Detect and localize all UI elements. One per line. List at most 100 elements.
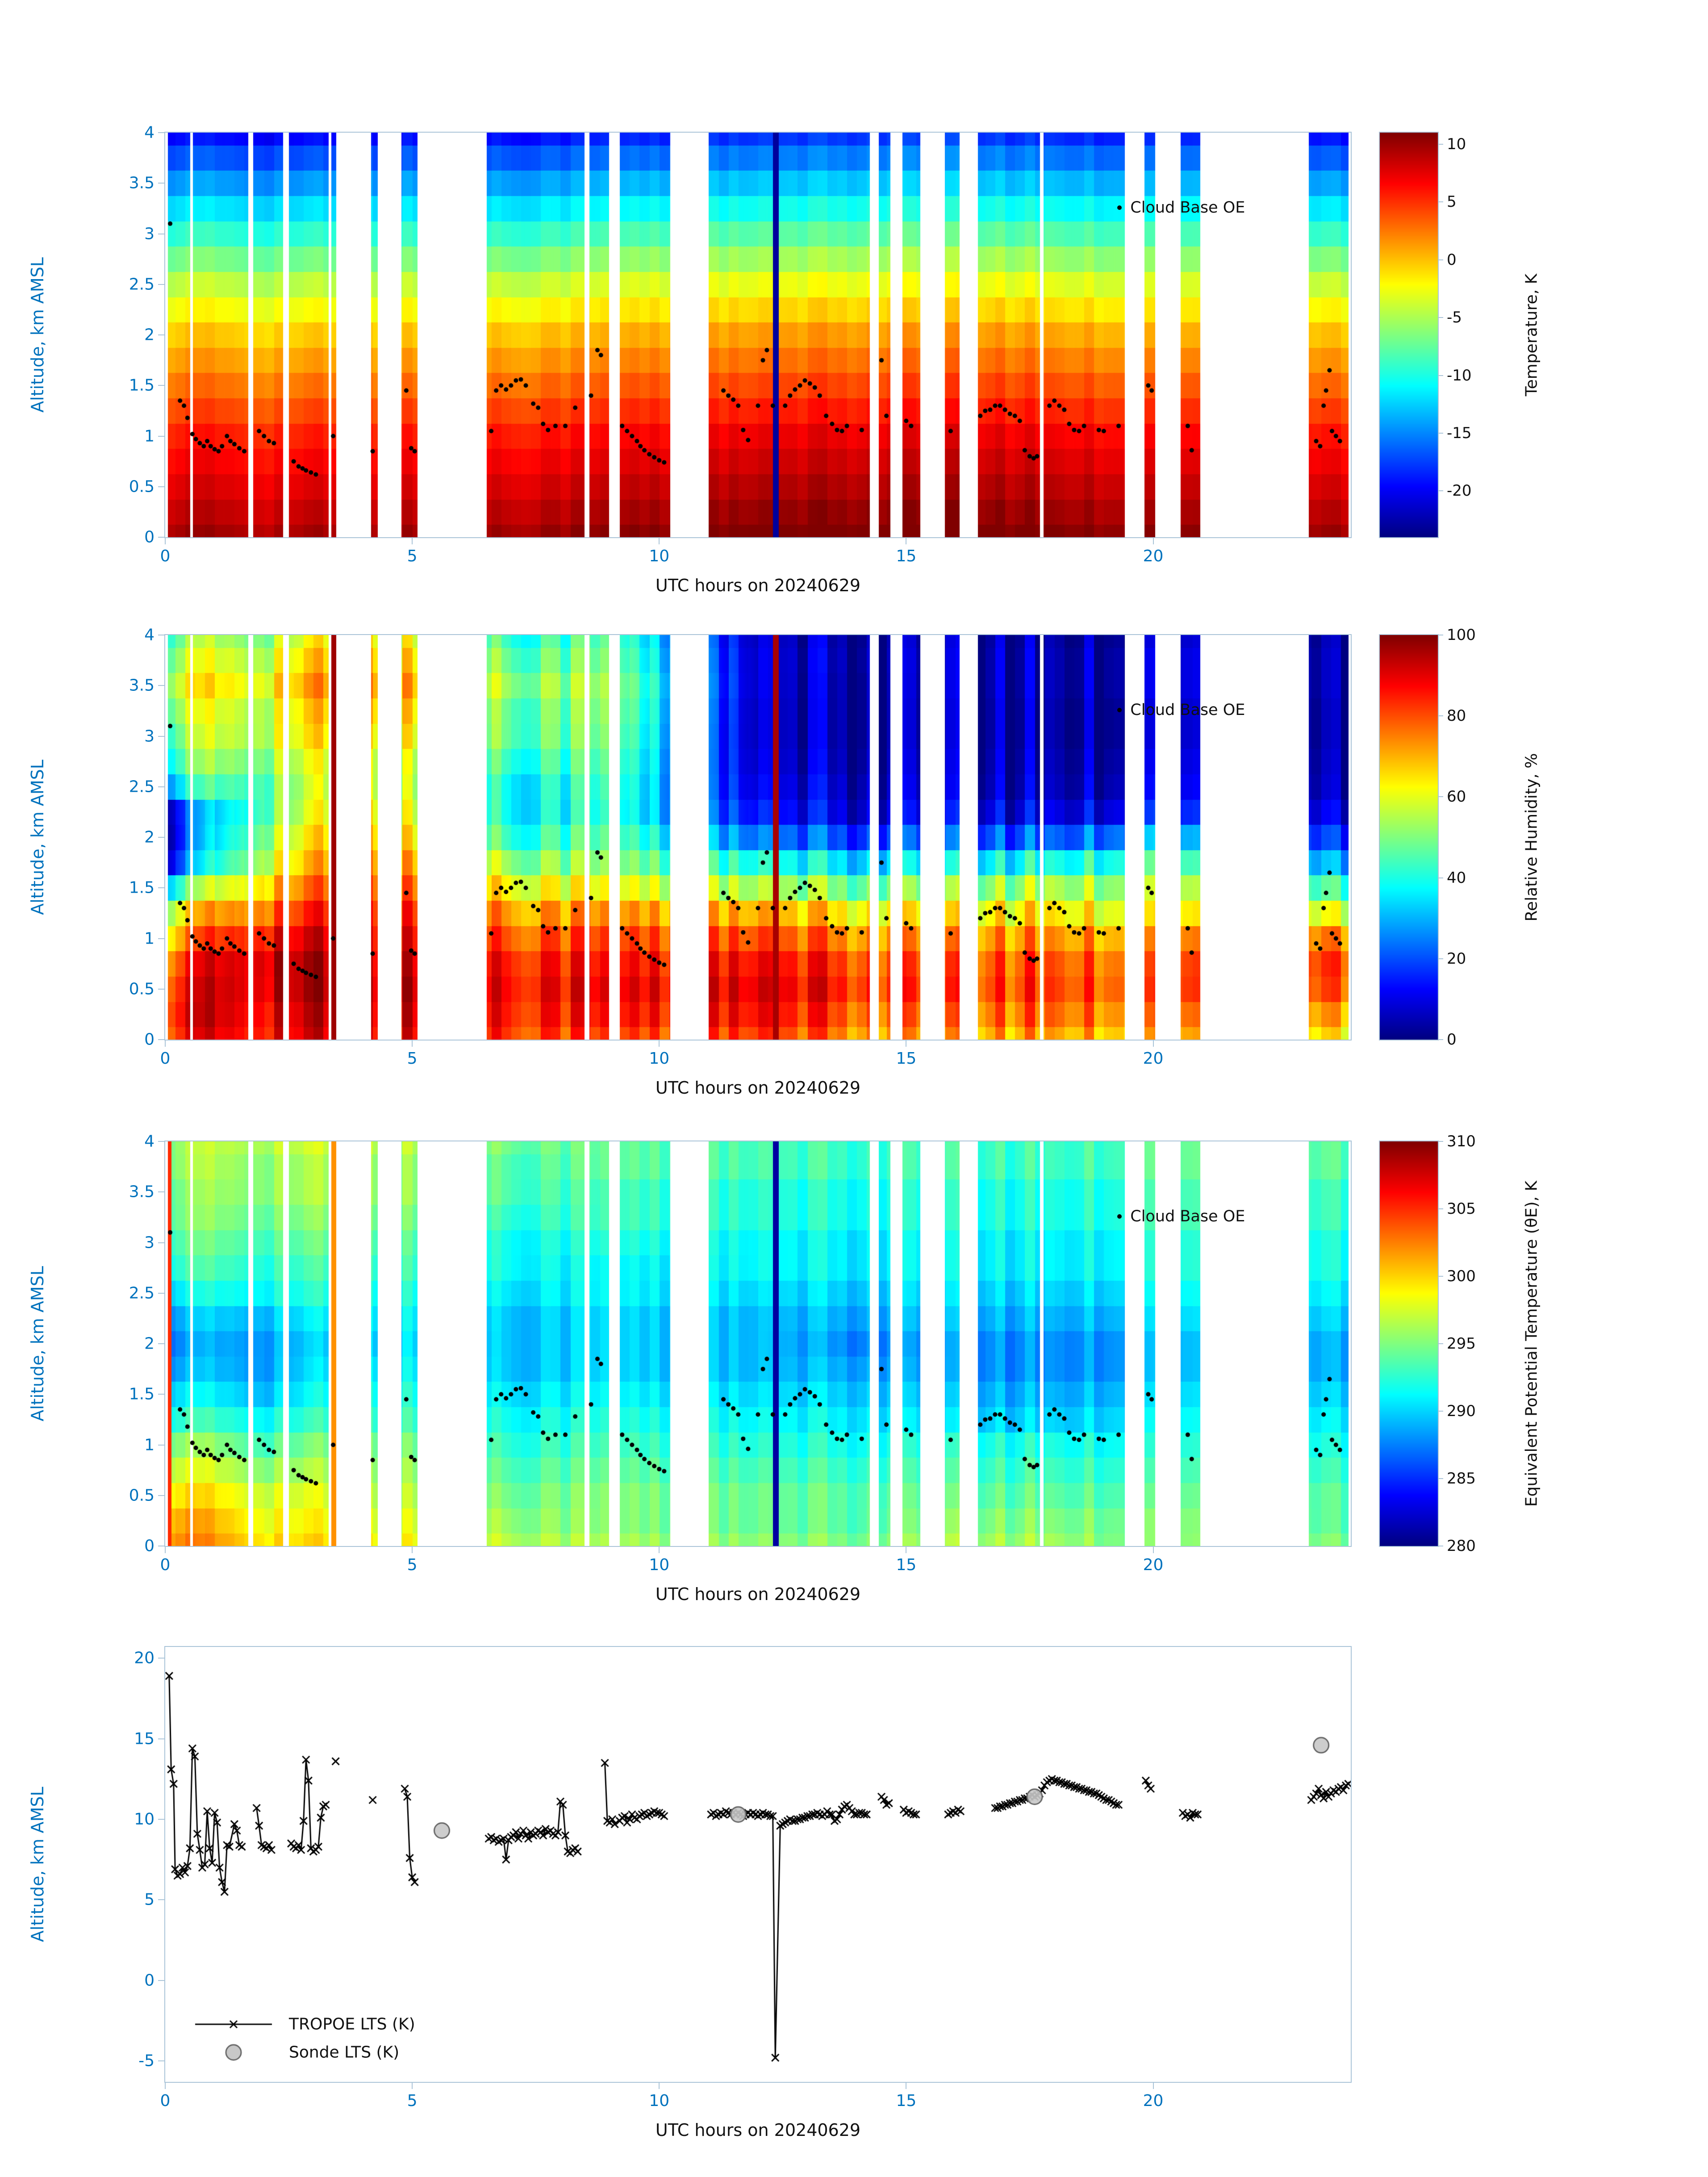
colorbar-box [1379, 132, 1439, 538]
colorbar-tick-mark [1439, 143, 1443, 145]
y-tick-label: 1 [144, 929, 155, 948]
temperature-heatmap-canvas [165, 133, 1351, 537]
cloud-base-legend-label: Cloud Base OE [1130, 1207, 1245, 1225]
x-tick-label: 5 [407, 2092, 418, 2110]
y-tick-mark [158, 735, 164, 737]
x-tick-label: 15 [896, 2092, 917, 2110]
colorbar-tick-mark [1439, 1208, 1443, 1209]
x-tick-label: 0 [160, 1556, 171, 1574]
x-tick-label: 20 [1143, 547, 1164, 565]
x-axis-label: UTC hours on 20240629 [655, 2120, 861, 2140]
x-tick-mark [659, 1040, 660, 1047]
y-tick-label: 1 [144, 427, 155, 445]
cloud-base-legend-dot [1117, 205, 1122, 210]
colorbar-tick-mark [1439, 1478, 1443, 1479]
y-tick-label: 1.5 [129, 878, 155, 897]
colorbar-tick-mark [1439, 796, 1443, 798]
x-tick-label: 10 [649, 2092, 670, 2110]
y-tick-mark [158, 837, 164, 838]
y-tick-mark [158, 1658, 164, 1659]
x-axis-label: UTC hours on 20240629 [655, 576, 861, 595]
y-tick-mark [158, 1242, 164, 1243]
axes-box [164, 634, 1352, 1040]
y-tick-mark [158, 1818, 164, 1820]
y-axis-label: Altitude, km AMSL [28, 760, 47, 915]
x-tick-label: 15 [896, 1556, 917, 1574]
colorbar-tick-mark [1439, 1276, 1443, 1277]
cloud-base-legend-dot [1117, 1214, 1122, 1219]
x-tick-mark [165, 1040, 166, 1047]
colorbar-tick-mark [1439, 1343, 1443, 1344]
x-tick-mark [1153, 538, 1154, 544]
x-tick-label: 15 [896, 1049, 917, 1068]
colorbar-canvas [1380, 133, 1438, 537]
colorbar-tick-label: 100 [1447, 626, 1476, 644]
x-tick-mark [165, 538, 166, 544]
x-axis-label: UTC hours on 20240629 [655, 1584, 861, 1604]
y-tick-label: 3 [144, 727, 155, 745]
colorbar-label: Temperature, K [1522, 273, 1541, 397]
y-tick-mark [158, 786, 164, 787]
x-tick-mark [659, 2083, 660, 2089]
y-tick-label: 4 [144, 1132, 155, 1151]
y-tick-label: 0 [144, 528, 155, 547]
x-tick-label: 0 [160, 547, 171, 565]
y-tick-label: 1 [144, 1436, 155, 1454]
y-tick-mark [158, 685, 164, 686]
colorbar-tick-mark [1439, 259, 1443, 260]
colorbar-tick-label: 60 [1447, 788, 1466, 806]
colorbar-tick-mark [1439, 317, 1443, 318]
colorbar-tick-label: 290 [1447, 1402, 1476, 1420]
x-tick-label: 20 [1143, 1049, 1164, 1068]
y-tick-mark [158, 132, 164, 133]
x-tick-label: 20 [1143, 1556, 1164, 1574]
y-tick-mark [158, 1394, 164, 1395]
y-tick-label: 0 [144, 1537, 155, 1555]
y-tick-label: 2.5 [129, 777, 155, 796]
y-tick-label: 2 [144, 1334, 155, 1353]
y-tick-label: 10 [134, 1810, 155, 1829]
y-tick-label: 2 [144, 828, 155, 847]
y-tick-mark [158, 1141, 164, 1142]
y-tick-mark [158, 1343, 164, 1344]
y-tick-mark [158, 887, 164, 889]
x-tick-label: 15 [896, 547, 917, 565]
x-axis-label: UTC hours on 20240629 [655, 1078, 861, 1098]
x-tick-label: 0 [160, 1049, 171, 1068]
y-tick-mark [158, 1039, 164, 1040]
colorbar-tick-mark [1439, 490, 1443, 492]
y-tick-label: 15 [134, 1730, 155, 1748]
y-tick-mark [158, 1444, 164, 1446]
colorbar-tick-mark [1439, 1411, 1443, 1412]
y-tick-mark [158, 435, 164, 437]
colorbar-tick-label: 300 [1447, 1267, 1476, 1285]
colorbar-tick-label: 295 [1447, 1335, 1476, 1353]
x-tick-mark [165, 2083, 166, 2089]
x-tick-mark [412, 2083, 413, 2089]
y-tick-label: 3.5 [129, 174, 155, 192]
y-tick-label: 1.5 [129, 376, 155, 395]
y-tick-mark [158, 385, 164, 386]
x-tick-mark [659, 538, 660, 544]
y-tick-mark [158, 938, 164, 939]
colorbar-tick-label: 10 [1447, 135, 1466, 153]
theta-e-heatmap-canvas [165, 1141, 1351, 1546]
colorbar-tick-label: 280 [1447, 1537, 1476, 1555]
axes-box [164, 1141, 1352, 1547]
y-tick-mark [158, 334, 164, 335]
y-tick-label: 20 [134, 1649, 155, 1667]
y-tick-mark [158, 183, 164, 184]
y-tick-label: 3.5 [129, 1183, 155, 1201]
y-tick-label: 0.5 [129, 980, 155, 999]
x-tick-label: 20 [1143, 2092, 1164, 2110]
x-tick-label: 10 [649, 547, 670, 565]
y-tick-mark [158, 1292, 164, 1294]
y-axis-label: Altitude, km AMSL [28, 1787, 47, 1942]
colorbar-tick-label: 40 [1447, 869, 1466, 887]
colorbar-tick-label: 5 [1447, 193, 1457, 211]
colorbar-tick-label: -20 [1447, 482, 1472, 500]
